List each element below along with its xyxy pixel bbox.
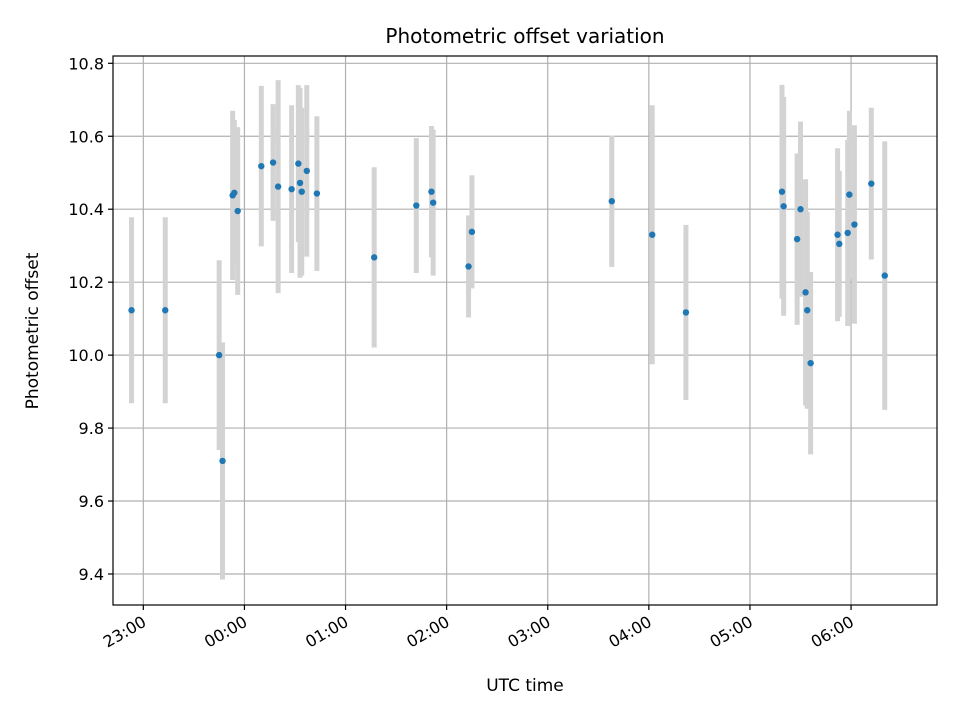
data-points [128,159,888,465]
data-point [797,206,804,213]
data-point [215,351,223,359]
data-point [846,191,853,198]
data-point [804,307,811,314]
y-tick-label: 10.4 [68,200,104,219]
data-point [258,162,265,170]
data-point [370,254,378,261]
chart-title: Photometric offset variation [385,24,664,48]
data-point [608,197,615,205]
data-point [851,221,858,228]
data-point [780,203,787,210]
data-point [313,190,321,197]
data-point [303,167,310,175]
data-point [298,188,305,195]
data-point [881,272,888,279]
data-point [288,185,295,193]
data-point [778,188,786,195]
data-point [649,231,656,238]
data-point [269,159,277,166]
plot-frame [112,55,938,606]
data-point [802,289,809,296]
data-point [162,307,169,314]
data-point [296,179,304,187]
data-point [468,228,476,236]
data-point [128,307,135,314]
y-tick-label: 9.4 [79,565,104,584]
data-point [807,359,814,367]
data-point [844,229,851,237]
data-point [413,202,420,209]
data-point [234,207,241,215]
y-tick-label: 10.6 [68,127,104,146]
data-point [868,180,875,187]
y-tick-label: 10.2 [68,273,104,292]
y-tick-label: 10.8 [68,54,104,73]
data-point [834,231,841,238]
y-axis-label: Photometric offset [23,252,43,409]
grid-lines [113,56,937,605]
data-point [295,160,302,167]
data-point [274,183,282,190]
data-point [429,199,437,206]
data-point [231,189,238,196]
data-point [465,263,472,270]
y-tick-label: 9.6 [79,492,104,511]
data-point [836,240,843,248]
y-tick-label: 9.8 [79,419,104,438]
data-point [793,235,801,243]
y-tick-label: 10.0 [68,346,104,365]
data-point [219,457,226,465]
data-point [428,188,435,195]
x-axis-label: UTC time [486,676,564,696]
data-point [682,309,690,316]
